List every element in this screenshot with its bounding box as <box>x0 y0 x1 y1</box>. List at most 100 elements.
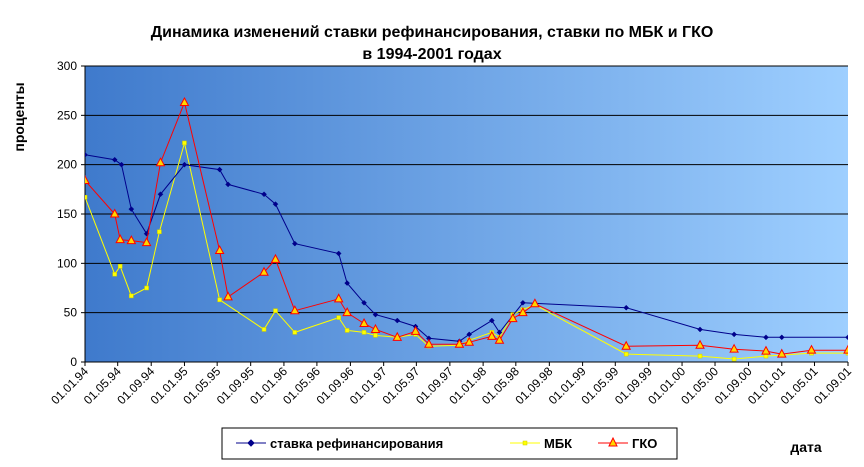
series-line <box>85 154 848 342</box>
data-point <box>261 191 267 198</box>
legend-label-refinancing: ставка рефинансирования <box>270 436 443 451</box>
legend-item-gko: ГКО <box>598 436 657 451</box>
series-triangle <box>85 96 848 358</box>
data-point <box>621 340 632 350</box>
data-point <box>530 298 540 308</box>
data-point <box>155 157 166 167</box>
y-tick-label: 100 <box>57 256 77 270</box>
data-point <box>623 351 629 357</box>
data-point <box>424 338 434 348</box>
data-point <box>520 299 526 306</box>
series-line <box>85 142 848 360</box>
data-point <box>335 250 342 257</box>
data-point <box>410 325 421 335</box>
data-point <box>109 208 120 218</box>
y-tick-label: 200 <box>57 158 77 172</box>
series-layer <box>85 96 848 362</box>
data-point <box>182 140 187 146</box>
x-ticks: 01.01.9401.05.9401.09.9401.01.9501.05.95… <box>48 362 854 407</box>
data-point <box>181 161 188 168</box>
data-point <box>344 328 350 333</box>
data-point <box>392 331 403 341</box>
data-point <box>85 194 88 200</box>
data-point <box>763 334 769 341</box>
data-point <box>129 293 134 299</box>
data-point <box>273 308 278 313</box>
data-point <box>697 326 703 333</box>
chart-title-line-1: Динамика изменений ставки рефинансирован… <box>151 24 714 41</box>
data-point <box>291 240 298 247</box>
data-point <box>259 266 269 276</box>
data-point <box>214 244 225 255</box>
data-point <box>225 181 231 188</box>
data-point <box>731 356 737 362</box>
data-point <box>623 304 630 311</box>
series-diamond <box>85 151 848 345</box>
data-point <box>761 345 771 355</box>
x-tick-label: 01.09.01 <box>811 364 854 407</box>
data-point <box>359 317 369 328</box>
data-point <box>372 311 379 318</box>
legend-label-mbk: МБК <box>544 436 572 451</box>
data-point <box>494 334 505 344</box>
x-axis-label: дата <box>790 439 822 455</box>
y-tick-label: 300 <box>57 59 77 73</box>
y-tick-label: 250 <box>57 108 77 122</box>
legend-marker-mbk <box>522 440 528 446</box>
data-point <box>270 253 281 263</box>
data-point <box>731 331 737 338</box>
data-point <box>118 161 125 168</box>
data-point <box>361 299 367 306</box>
data-point <box>464 336 475 346</box>
chart-title-line-2: в 1994-2001 годах <box>362 46 501 63</box>
data-point <box>776 348 787 358</box>
data-point <box>843 344 848 354</box>
data-point <box>342 307 352 317</box>
y-tick-label: 150 <box>57 207 77 221</box>
legend-item-refinancing: ставка рефинансирования <box>236 436 443 451</box>
data-point <box>488 317 495 324</box>
data-point <box>128 206 135 212</box>
data-point <box>518 307 528 317</box>
legend-label-gko: ГКО <box>632 436 657 451</box>
y-ticks: 0 50 100 150 200 250 300 <box>57 59 85 369</box>
data-point <box>179 96 190 107</box>
data-point <box>117 264 123 269</box>
data-point <box>115 234 125 244</box>
gridlines <box>85 65 848 314</box>
data-point <box>157 191 164 198</box>
data-point <box>370 323 381 333</box>
data-point <box>157 229 162 235</box>
legend-marker-refinancing <box>247 439 255 447</box>
data-point <box>111 156 118 163</box>
y-axis-label: проценты <box>11 82 27 151</box>
data-point <box>217 297 222 303</box>
data-point <box>141 237 152 247</box>
data-point <box>394 317 401 324</box>
data-point <box>487 330 497 340</box>
data-point <box>289 305 300 315</box>
legend: ставка рефинансирования МБК ГКО <box>221 427 678 460</box>
y-tick-label: 50 <box>64 306 78 320</box>
data-point <box>223 291 233 301</box>
legend-item-mbk: МБК <box>510 436 572 451</box>
data-point <box>507 313 518 323</box>
data-point <box>729 343 739 353</box>
data-point <box>85 151 88 158</box>
data-point <box>112 271 117 277</box>
data-point <box>144 285 149 291</box>
data-point <box>697 353 703 359</box>
data-point <box>845 334 848 341</box>
data-point <box>763 353 769 359</box>
data-point <box>361 330 367 335</box>
data-point <box>272 201 279 207</box>
legend-marker-gko <box>608 436 618 447</box>
data-point <box>344 280 350 286</box>
data-point <box>454 338 465 348</box>
data-point <box>695 339 705 349</box>
data-point <box>216 166 223 173</box>
data-point <box>85 174 90 184</box>
data-point <box>806 344 817 354</box>
data-point <box>292 330 298 335</box>
